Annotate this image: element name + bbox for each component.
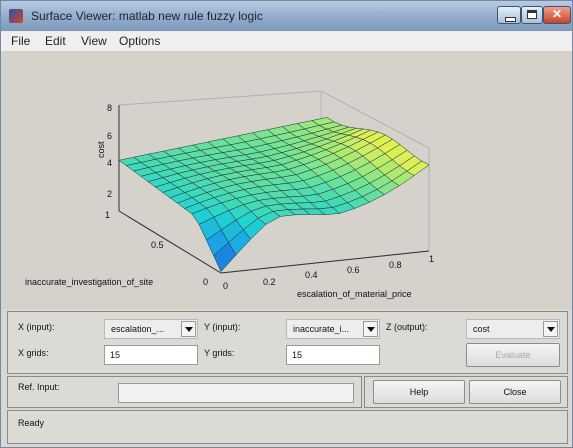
status-text: Ready (18, 418, 45, 428)
y-grids-field[interactable]: 15 (286, 345, 380, 365)
x-input-select[interactable]: escalation_... (104, 319, 198, 339)
menu-options[interactable]: Options (119, 34, 161, 48)
x-tick-0.2: 0.2 (263, 277, 276, 287)
maximize-icon (527, 10, 537, 19)
surface-mesh (118, 117, 430, 273)
ref-input-panel: Ref. Input: (7, 376, 362, 408)
x-tick-0: 0 (223, 281, 228, 291)
chevron-down-icon (181, 321, 196, 337)
input-output-panel: X (input): escalation_... Y (input): ina… (7, 311, 568, 374)
x-tick-0.8: 0.8 (389, 260, 402, 270)
evaluate-button[interactable]: Evaluate (466, 343, 560, 367)
y-tick-1: 1 (105, 210, 110, 220)
minimize-button[interactable] (497, 6, 521, 24)
z-tick-8: 8 (107, 103, 112, 113)
z-axis-label: cost (96, 141, 106, 158)
x-tick-1: 1 (429, 254, 434, 264)
z-output-select[interactable]: cost (466, 319, 560, 339)
menu-edit[interactable]: Edit (45, 34, 66, 48)
plot-area[interactable]: 2 4 6 8 cost 0 0.5 1 inaccurate_investig… (1, 51, 572, 309)
x-tick-0.6: 0.6 (347, 265, 360, 275)
x-input-label: X (input): (18, 322, 55, 332)
menu-view[interactable]: View (81, 34, 107, 48)
close-button[interactable]: Close (469, 380, 561, 404)
y-grids-label: Y grids: (204, 348, 235, 358)
help-button[interactable]: Help (373, 380, 465, 404)
x-axis-line (220, 250, 430, 274)
axes-box-top (118, 90, 430, 251)
surface-cell (406, 160, 430, 176)
matlab-icon (9, 9, 23, 23)
minimize-icon (505, 17, 516, 22)
y-tick-0: 0 (203, 277, 208, 287)
button-panel: Help Close (364, 376, 568, 408)
menu-bar: File Edit View Options (1, 31, 572, 51)
y-input-label: Y (input): (204, 322, 241, 332)
y-axis-line (118, 210, 222, 274)
ref-input-field[interactable] (118, 383, 354, 403)
surface-plot[interactable]: 2 4 6 8 cost 0 0.5 1 inaccurate_investig… (1, 51, 572, 309)
z-tick-4: 4 (107, 158, 112, 168)
status-panel: Ready (7, 410, 568, 444)
ref-input-label: Ref. Input: (18, 382, 60, 392)
chevron-down-icon (363, 321, 378, 337)
chevron-down-icon (543, 321, 558, 337)
x-grids-field[interactable]: 15 (104, 345, 198, 365)
x-grids-label: X grids: (18, 348, 49, 358)
z-output-label: Z (output): (386, 322, 428, 332)
z-tick-2: 2 (107, 189, 112, 199)
title-bar[interactable]: Surface Viewer: matlab new rule fuzzy lo… (1, 1, 572, 31)
z-tick-6: 6 (107, 131, 112, 141)
menu-file[interactable]: File (11, 34, 31, 48)
close-window-button[interactable]: ✕ (543, 6, 571, 24)
window-title: Surface Viewer: matlab new rule fuzzy lo… (31, 9, 263, 23)
close-icon: ✕ (551, 7, 563, 21)
x-axis-label: escalation_of_material_price (297, 289, 412, 299)
x-tick-0.4: 0.4 (305, 270, 318, 280)
y-tick-0.5: 0.5 (151, 240, 164, 250)
maximize-button[interactable] (521, 6, 543, 24)
y-axis-label: inaccurate_investigation_of_site (25, 277, 153, 287)
y-input-select[interactable]: inaccurate_i... (286, 319, 380, 339)
